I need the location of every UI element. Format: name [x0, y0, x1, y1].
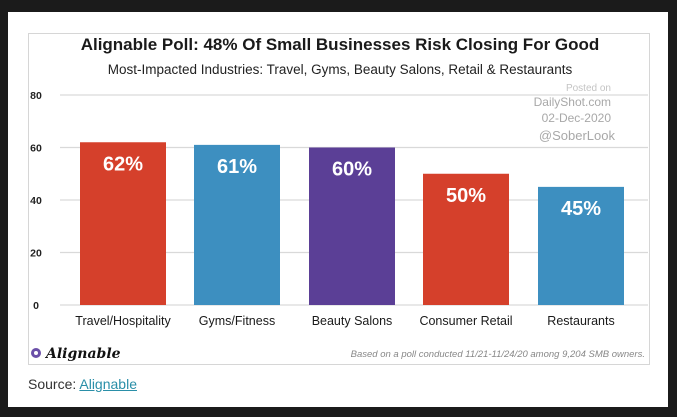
x-tick-label: Beauty Salons: [312, 314, 393, 328]
watermark-line: 02-Dec-2020: [542, 111, 612, 125]
source-label: Source:: [28, 376, 77, 392]
bar: [80, 142, 166, 305]
y-tick-label: 40: [30, 195, 42, 207]
x-tick-label: Restaurants: [547, 314, 614, 328]
source-line: Source: Alignable: [28, 376, 137, 392]
watermark-line: Posted on: [566, 83, 611, 94]
data-label: 62%: [103, 153, 143, 175]
bar: [194, 144, 280, 305]
data-label: 50%: [446, 185, 486, 207]
chart-subtitle: Most-Impacted Industries: Travel, Gyms, …: [108, 62, 573, 77]
y-tick-label: 80: [30, 90, 42, 102]
x-tick-label: Gyms/Fitness: [199, 314, 275, 328]
footnote: Based on a poll conducted 11/21-11/24/20…: [351, 349, 645, 360]
y-tick-label: 0: [33, 300, 39, 312]
bar: [309, 147, 395, 305]
y-tick-label: 60: [30, 143, 42, 155]
bar: [423, 173, 509, 305]
data-label: 61%: [217, 156, 257, 178]
logo-text: Alignable: [44, 346, 121, 362]
x-tick-label: Travel/Hospitality: [75, 314, 171, 328]
data-label: 45%: [561, 198, 601, 220]
y-tick-label: 20: [30, 248, 42, 260]
bar: [538, 186, 624, 305]
x-tick-label: Consumer Retail: [419, 314, 512, 328]
alignable-logo: Alignable: [31, 346, 121, 362]
watermark-line: DailyShot.com: [534, 95, 611, 109]
chart-title: Alignable Poll: 48% Of Small Businesses …: [81, 35, 600, 54]
watermark-line: @SoberLook: [539, 128, 616, 143]
source-link[interactable]: Alignable: [79, 376, 137, 392]
chart-frame: [28, 33, 650, 365]
data-label: 60%: [332, 159, 372, 181]
